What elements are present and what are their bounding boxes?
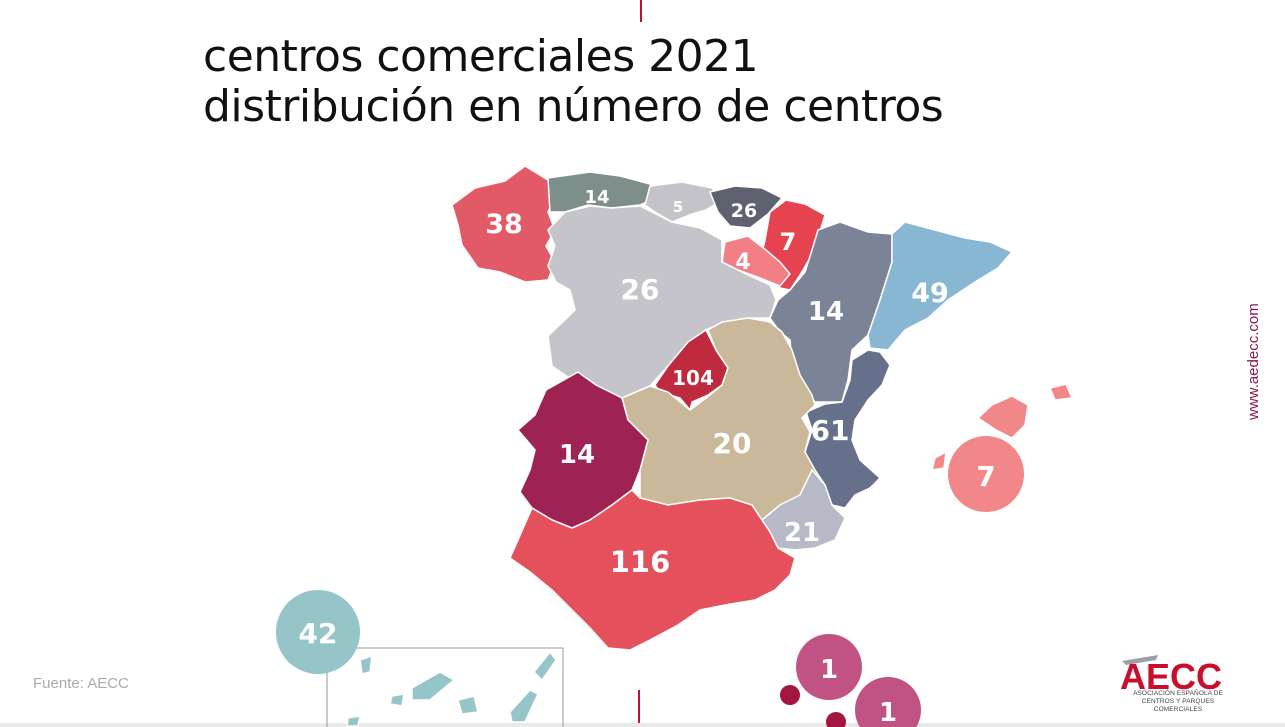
label-murcia: 21 bbox=[784, 518, 820, 548]
region-comunidad-valenciana[interactable] bbox=[804, 349, 891, 509]
page-title: centros comerciales 2021 distribución en… bbox=[203, 31, 944, 132]
region-asturias[interactable] bbox=[547, 171, 662, 213]
region-andalucia[interactable] bbox=[509, 489, 796, 651]
region-pais-vasco[interactable] bbox=[708, 185, 784, 229]
melilla-dot bbox=[826, 712, 846, 727]
website-link[interactable]: www.aedecc.com bbox=[1245, 303, 1262, 420]
source-note: Fuente: AECC bbox=[33, 675, 129, 692]
ceuta-dot bbox=[780, 685, 800, 705]
label-ceuta: 1 bbox=[820, 655, 838, 685]
region-baleares-menorca[interactable] bbox=[1048, 383, 1074, 401]
label-canarias: 42 bbox=[299, 617, 338, 650]
label-extremadura: 14 bbox=[559, 440, 595, 470]
label-cataluna: 49 bbox=[911, 278, 949, 309]
region-baleares-ibiza[interactable] bbox=[930, 450, 947, 471]
label-castilla-y-leon: 26 bbox=[621, 273, 660, 306]
label-comunidad-valenciana: 61 bbox=[811, 414, 850, 447]
label-madrid: 104 bbox=[672, 366, 714, 390]
aecc-logo-subtitle: ASOCIACIÓN ESPAÑOLA DE CENTROS Y PARQUES… bbox=[1118, 690, 1238, 714]
label-melilla: 1 bbox=[879, 698, 897, 727]
region-ceuta-bubble[interactable] bbox=[796, 634, 862, 700]
label-castilla-la-mancha: 20 bbox=[713, 427, 752, 460]
canarias-inset-frame bbox=[326, 647, 564, 727]
region-cataluna[interactable] bbox=[867, 221, 1014, 351]
region-baleares-bubble[interactable] bbox=[948, 436, 1024, 512]
label-andalucia: 116 bbox=[610, 545, 671, 579]
region-baleares-mallorca[interactable] bbox=[976, 395, 1029, 439]
region-galicia[interactable] bbox=[451, 165, 556, 283]
bottom-rule bbox=[0, 723, 1285, 727]
label-aragon: 14 bbox=[808, 297, 844, 327]
region-cantabria[interactable] bbox=[644, 181, 724, 223]
region-canarias-hierro[interactable] bbox=[346, 715, 361, 727]
region-canarias-lapalma[interactable] bbox=[359, 654, 373, 675]
aecc-logo: AECC bbox=[1120, 655, 1222, 697]
label-galicia: 38 bbox=[485, 209, 523, 240]
title-line-2: distribución en número de centros bbox=[203, 81, 944, 132]
top-divider-tick bbox=[640, 0, 642, 22]
label-cantabria: 5 bbox=[673, 198, 683, 216]
bottom-divider-tick bbox=[638, 690, 640, 727]
region-canarias-tenerife[interactable] bbox=[411, 671, 456, 701]
aecc-logo-text: AECC bbox=[1120, 656, 1222, 697]
region-canarias-fuerteventura[interactable] bbox=[509, 689, 539, 723]
label-navarra: 7 bbox=[780, 228, 797, 256]
region-melilla-bubble[interactable] bbox=[855, 677, 921, 727]
region-canarias-lanzarote[interactable] bbox=[532, 650, 557, 682]
label-baleares: 7 bbox=[976, 460, 995, 493]
title-line-1: centros comerciales 2021 bbox=[203, 31, 759, 82]
label-pais-vasco: 26 bbox=[731, 200, 757, 222]
label-la-rioja: 4 bbox=[735, 250, 750, 275]
logo-subtitle-line-2: CENTROS Y PARQUES COMERCIALES bbox=[1141, 698, 1215, 713]
region-canarias-gomera[interactable] bbox=[389, 693, 405, 707]
region-canarias-bubble[interactable] bbox=[276, 590, 360, 674]
label-asturias: 14 bbox=[584, 187, 609, 208]
logo-subtitle-line-1: ASOCIACIÓN ESPAÑOLA DE bbox=[1133, 690, 1223, 697]
region-canarias-grancanaria[interactable] bbox=[457, 695, 479, 715]
region-murcia[interactable] bbox=[761, 468, 846, 551]
